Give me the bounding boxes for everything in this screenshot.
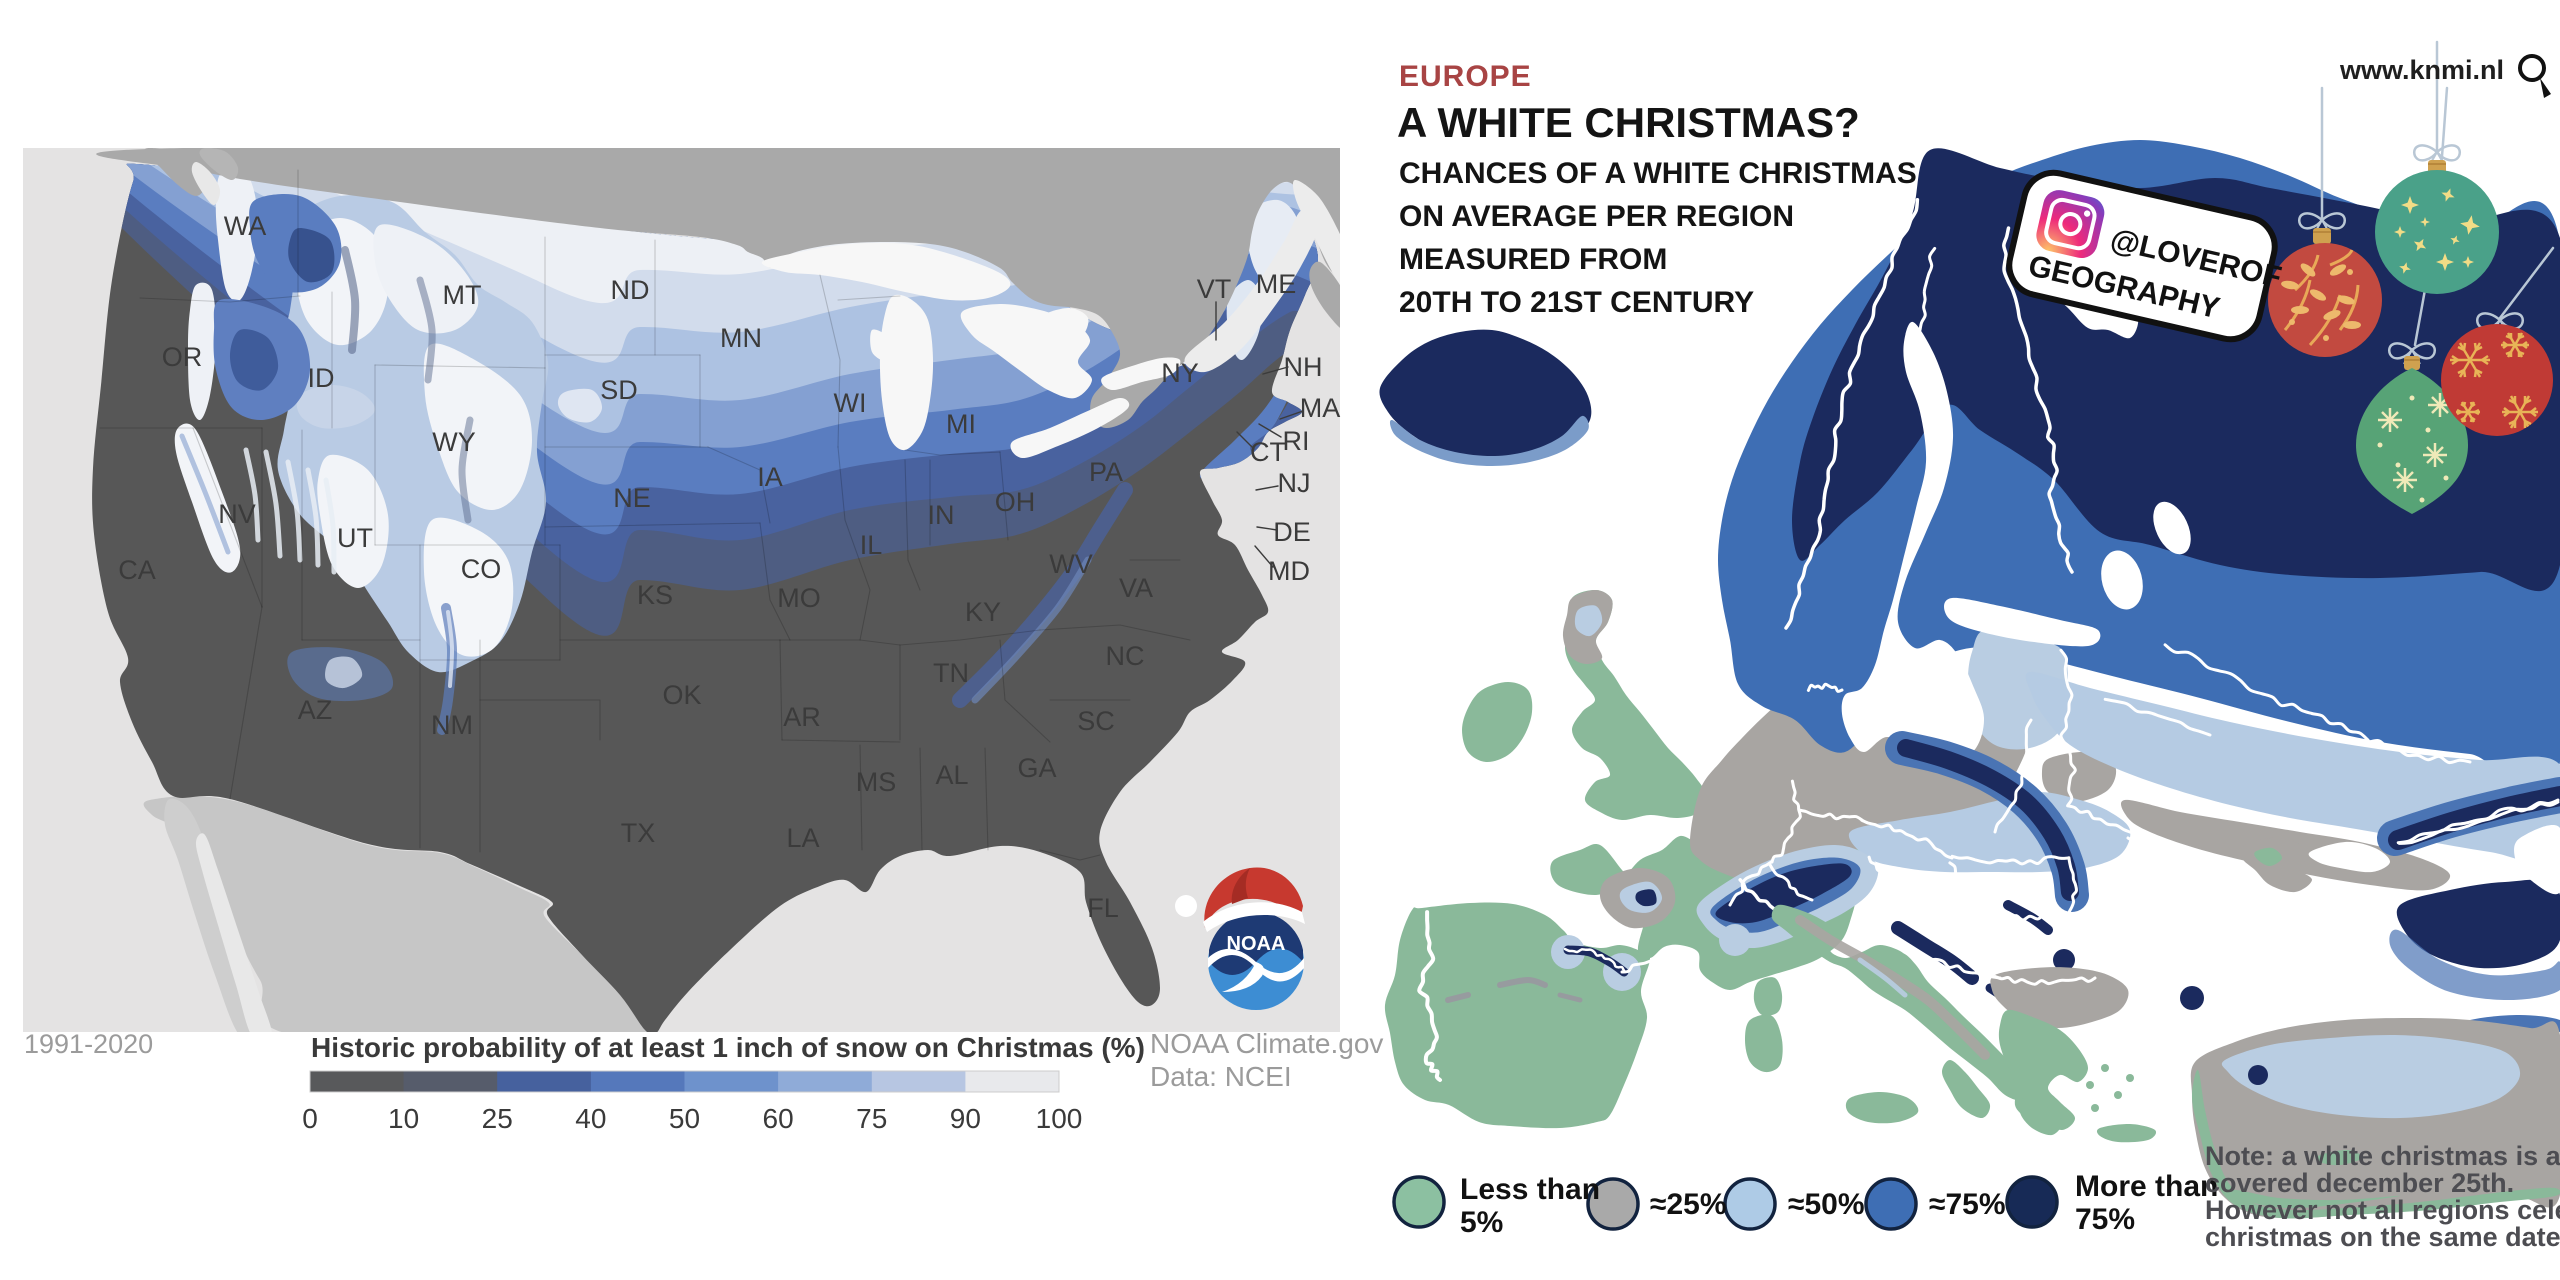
svg-text:NY: NY — [1161, 358, 1199, 388]
svg-text:MN: MN — [720, 323, 762, 353]
svg-text:christmas on the same date: christmas on the same date — [2205, 1222, 2560, 1252]
svg-text:60: 60 — [763, 1103, 794, 1134]
svg-text:VA: VA — [1119, 573, 1153, 603]
svg-text:IA: IA — [757, 462, 783, 492]
svg-text:Data: NCEI: Data: NCEI — [1150, 1061, 1292, 1092]
svg-text:CO: CO — [461, 554, 502, 584]
svg-text:75: 75 — [856, 1103, 887, 1134]
svg-text:More than: More than — [2075, 1170, 2218, 1203]
svg-text:MS: MS — [856, 767, 897, 797]
svg-text:WV: WV — [1049, 549, 1093, 579]
svg-text:NH: NH — [1284, 352, 1323, 382]
svg-text:However not all regions celebr: However not all regions celebrate — [2205, 1195, 2560, 1225]
svg-text:ME: ME — [1256, 269, 1297, 299]
svg-text:RI: RI — [1283, 426, 1310, 456]
svg-text:LA: LA — [786, 823, 819, 853]
svg-text:UT: UT — [337, 523, 373, 553]
svg-text:WY: WY — [432, 427, 476, 457]
svg-text:WI: WI — [834, 388, 867, 418]
svg-text:AL: AL — [935, 760, 968, 790]
svg-text:20TH TO 21ST CENTURY: 20TH TO 21ST CENTURY — [1399, 286, 1754, 319]
svg-text:100: 100 — [1036, 1103, 1083, 1134]
svg-text:covered december 25th.: covered december 25th. — [2205, 1168, 2514, 1198]
svg-text:≈25%: ≈25% — [1650, 1188, 1727, 1221]
svg-text:OR: OR — [162, 342, 203, 372]
svg-text:OH: OH — [995, 487, 1036, 517]
svg-text:Note: a white christmas is a s: Note: a white christmas is a snow — [2205, 1141, 2560, 1171]
svg-text:OK: OK — [662, 680, 701, 710]
svg-text:CA: CA — [118, 555, 156, 585]
svg-text:NM: NM — [431, 710, 473, 740]
svg-text:SD: SD — [600, 375, 638, 405]
svg-text:ID: ID — [308, 363, 335, 393]
svg-text:5%: 5% — [1460, 1206, 1503, 1239]
svg-text:ND: ND — [611, 275, 650, 305]
svg-text:IN: IN — [928, 500, 955, 530]
svg-text:A WHITE CHRISTMAS?: A WHITE CHRISTMAS? — [1397, 99, 1860, 146]
svg-text:DE: DE — [1273, 517, 1311, 547]
svg-text:www.knmi.nl: www.knmi.nl — [2339, 55, 2504, 85]
svg-text:TX: TX — [621, 818, 656, 848]
svg-text:SC: SC — [1077, 706, 1115, 736]
svg-text:KY: KY — [965, 597, 1001, 627]
svg-text:FL: FL — [1087, 893, 1119, 923]
svg-text:PA: PA — [1089, 457, 1123, 487]
svg-text:CHANCES OF A WHITE CHRISTMAS: CHANCES OF A WHITE CHRISTMAS — [1399, 157, 1917, 190]
svg-text:Historic probability of at lea: Historic probability of at least 1 inch … — [311, 1032, 1145, 1063]
svg-text:KS: KS — [637, 580, 673, 610]
svg-text:MI: MI — [946, 409, 976, 439]
svg-text:TN: TN — [933, 658, 969, 688]
svg-text:NC: NC — [1106, 641, 1145, 671]
svg-text:0: 0 — [302, 1103, 318, 1134]
svg-text:10: 10 — [388, 1103, 419, 1134]
svg-text:IL: IL — [860, 530, 883, 560]
svg-text:NOAA Climate.gov: NOAA Climate.gov — [1150, 1028, 1383, 1059]
svg-text:AZ: AZ — [298, 695, 333, 725]
svg-text:MD: MD — [1268, 556, 1310, 586]
svg-text:GA: GA — [1017, 753, 1056, 783]
svg-text:Less than: Less than — [1460, 1173, 1600, 1206]
svg-text:MEASURED FROM: MEASURED FROM — [1399, 243, 1667, 276]
svg-text:ON AVERAGE PER REGION: ON AVERAGE PER REGION — [1399, 200, 1794, 233]
svg-text:MT: MT — [443, 280, 482, 310]
svg-text:90: 90 — [950, 1103, 981, 1134]
svg-text:≈75%: ≈75% — [1929, 1188, 2006, 1221]
svg-text:EUROPE: EUROPE — [1399, 60, 1532, 93]
svg-text:≈50%: ≈50% — [1788, 1188, 1865, 1221]
svg-text:MA: MA — [1300, 393, 1341, 423]
svg-text:MO: MO — [777, 583, 821, 613]
svg-text:75%: 75% — [2075, 1203, 2135, 1236]
svg-text:CT: CT — [1250, 437, 1286, 467]
svg-text:NOAA: NOAA — [1227, 933, 1286, 955]
svg-text:AR: AR — [783, 702, 821, 732]
svg-text:1991-2020: 1991-2020 — [24, 1029, 153, 1059]
svg-text:50: 50 — [669, 1103, 700, 1134]
svg-text:25: 25 — [482, 1103, 513, 1134]
svg-text:WA: WA — [224, 211, 267, 241]
svg-text:40: 40 — [575, 1103, 606, 1134]
svg-text:NV: NV — [218, 499, 256, 529]
svg-text:NJ: NJ — [1278, 468, 1311, 498]
svg-text:NE: NE — [613, 483, 651, 513]
svg-text:VT: VT — [1197, 274, 1232, 304]
